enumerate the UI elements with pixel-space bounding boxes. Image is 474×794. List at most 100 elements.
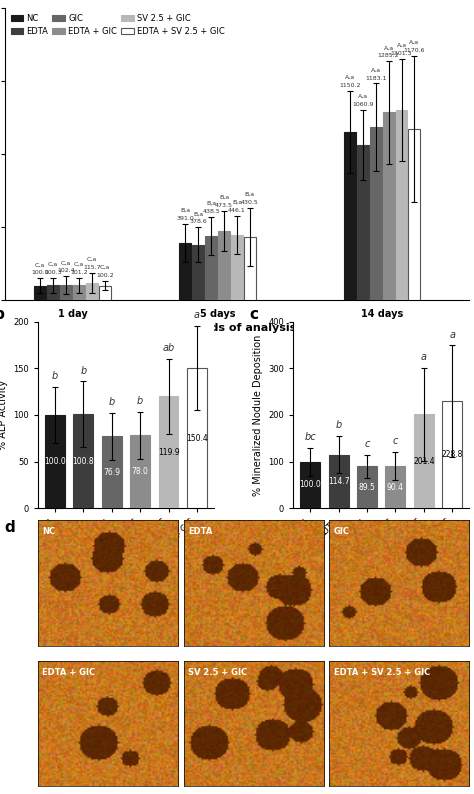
Text: 1301.3: 1301.3 <box>391 51 412 56</box>
Text: 1285.2: 1285.2 <box>378 53 400 58</box>
Text: C,a: C,a <box>48 262 58 268</box>
Text: c: c <box>393 437 398 446</box>
Bar <box>99 286 110 300</box>
Text: b: b <box>336 420 342 430</box>
Text: b: b <box>80 366 86 376</box>
Bar <box>73 414 93 508</box>
Text: 1060.9: 1060.9 <box>352 102 374 107</box>
Text: 228.8: 228.8 <box>442 450 463 459</box>
Text: 391.0: 391.0 <box>176 216 194 221</box>
Bar <box>357 145 369 300</box>
Bar <box>301 461 320 508</box>
Text: 100.0: 100.0 <box>44 457 66 466</box>
Text: 78.0: 78.0 <box>132 468 148 476</box>
Text: 89.5: 89.5 <box>359 483 375 491</box>
Text: B,a: B,a <box>245 192 255 197</box>
Bar <box>180 243 191 300</box>
Text: b: b <box>137 396 143 407</box>
Bar <box>45 414 65 508</box>
Bar <box>34 286 46 300</box>
Text: B,a: B,a <box>180 208 191 213</box>
Bar <box>86 283 98 300</box>
Text: 100.8: 100.8 <box>73 457 94 465</box>
Text: 378.6: 378.6 <box>190 219 207 225</box>
Bar <box>370 127 382 300</box>
Text: A,a: A,a <box>358 94 368 99</box>
Text: EDTA + SV 2.5 + GIC: EDTA + SV 2.5 + GIC <box>334 668 430 676</box>
Text: C,a: C,a <box>87 257 97 262</box>
Bar <box>102 437 122 508</box>
Text: B,a: B,a <box>193 211 203 216</box>
Bar <box>344 132 356 300</box>
Text: 438.5: 438.5 <box>202 209 220 214</box>
Text: SV 2.5 + GIC: SV 2.5 + GIC <box>188 668 247 676</box>
Text: b: b <box>109 398 115 407</box>
Text: NC: NC <box>42 527 55 536</box>
Text: 1183.1: 1183.1 <box>365 75 386 80</box>
X-axis label: Periods of analysis: Periods of analysis <box>178 323 296 333</box>
Bar <box>357 466 377 508</box>
Bar <box>328 455 348 508</box>
Text: B,a: B,a <box>206 201 216 206</box>
Bar <box>73 285 85 300</box>
Text: A,a: A,a <box>371 67 381 72</box>
Bar <box>383 113 394 300</box>
Text: GIC: GIC <box>334 527 350 536</box>
Text: ab: ab <box>163 343 174 353</box>
Bar <box>409 129 420 300</box>
Text: A,a: A,a <box>410 40 419 45</box>
Text: C,a: C,a <box>74 262 84 267</box>
Text: 430.5: 430.5 <box>241 200 259 205</box>
Text: C,a: C,a <box>61 260 71 265</box>
Bar <box>130 435 150 508</box>
Bar <box>205 236 217 300</box>
Text: c: c <box>365 439 370 449</box>
Text: 100.0: 100.0 <box>31 270 49 276</box>
Text: 150.4: 150.4 <box>186 434 208 442</box>
Bar <box>60 285 72 300</box>
Bar <box>414 414 434 508</box>
Text: b: b <box>52 372 58 381</box>
Bar <box>396 110 408 300</box>
Text: EDTA: EDTA <box>188 527 212 536</box>
Text: A,a: A,a <box>383 45 394 50</box>
Text: 101.2: 101.2 <box>70 270 88 276</box>
Text: a: a <box>449 330 455 340</box>
Bar <box>218 231 230 300</box>
Bar <box>385 466 405 508</box>
Bar <box>244 237 256 300</box>
Text: EDTA + GIC: EDTA + GIC <box>42 668 95 676</box>
Y-axis label: % ALP Activity: % ALP Activity <box>0 380 8 450</box>
Text: 102.4: 102.4 <box>57 268 75 273</box>
Text: A,a: A,a <box>345 75 355 80</box>
Text: 201.4: 201.4 <box>413 457 435 466</box>
Text: c: c <box>249 306 258 322</box>
Text: C,a: C,a <box>35 262 46 268</box>
Legend: NC, EDTA, GIC, EDTA + GIC, SV 2.5 + GIC, EDTA + SV 2.5 + GIC: NC, EDTA, GIC, EDTA + GIC, SV 2.5 + GIC,… <box>9 12 227 37</box>
Text: 76.9: 76.9 <box>103 468 120 476</box>
Text: 115.7: 115.7 <box>83 265 100 270</box>
Text: B,a: B,a <box>232 200 242 205</box>
Bar <box>159 396 179 508</box>
Text: 90.4: 90.4 <box>387 483 404 491</box>
Text: 1170.6: 1170.6 <box>404 48 425 53</box>
Text: A,a: A,a <box>396 43 407 48</box>
Text: 473.5: 473.5 <box>215 202 233 207</box>
Text: a: a <box>194 310 200 320</box>
Text: 100.2: 100.2 <box>96 273 114 278</box>
Text: bc: bc <box>304 432 316 442</box>
Text: 100.0: 100.0 <box>300 480 321 489</box>
Text: C,a: C,a <box>100 265 110 270</box>
Text: B,a: B,a <box>219 195 229 199</box>
Text: 119.9: 119.9 <box>158 448 179 457</box>
Y-axis label: % Mineralized Nodule Deposition: % Mineralized Nodule Deposition <box>253 334 263 495</box>
Text: 100.3: 100.3 <box>44 270 62 276</box>
Text: 1150.2: 1150.2 <box>339 83 361 88</box>
Bar <box>442 402 462 508</box>
Text: d: d <box>5 520 16 535</box>
Bar <box>231 235 243 300</box>
Text: 114.7: 114.7 <box>328 477 349 486</box>
Bar <box>192 245 204 300</box>
Text: 446.1: 446.1 <box>228 208 246 213</box>
Text: a: a <box>421 352 427 362</box>
